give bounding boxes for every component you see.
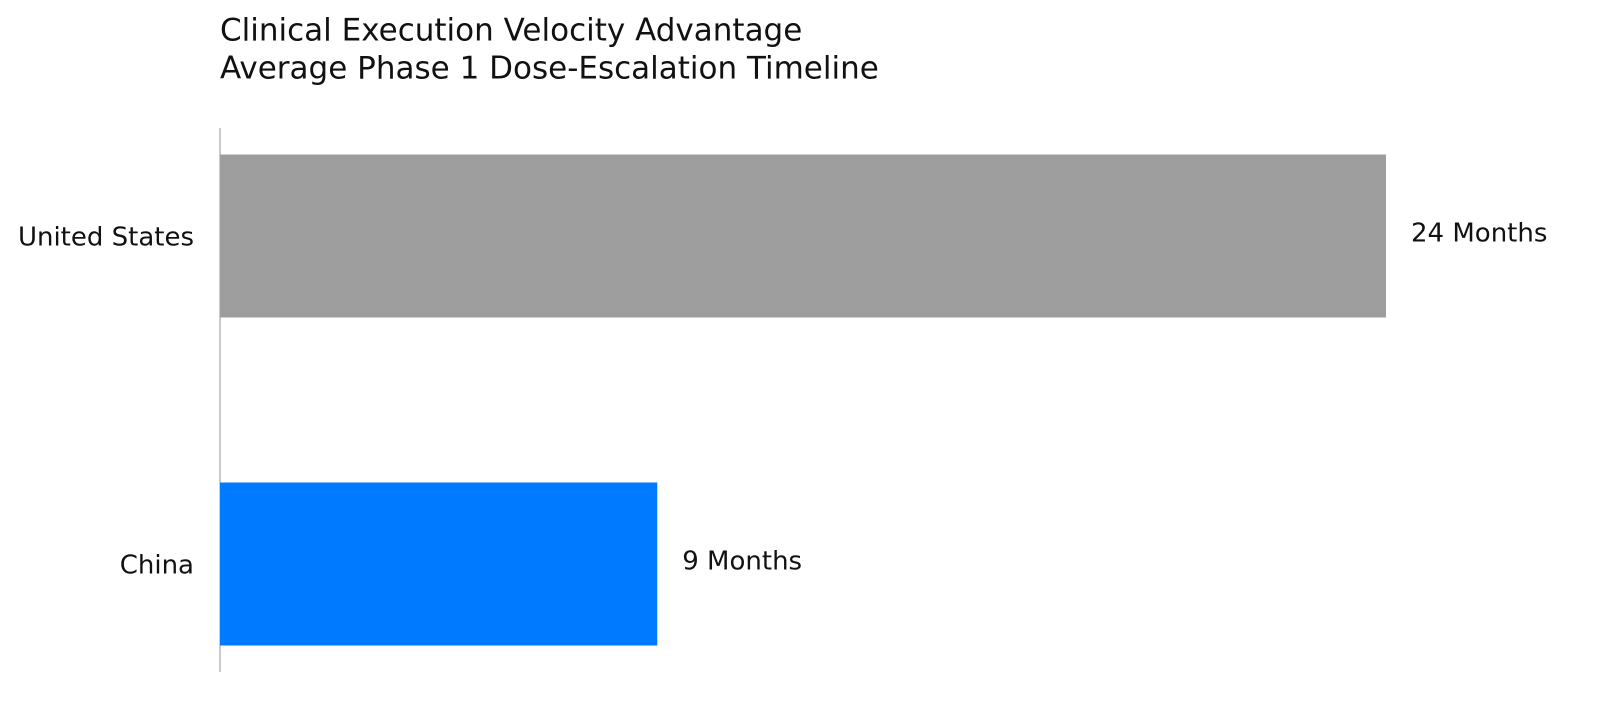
bar [220, 482, 658, 646]
y-tick-label: United States [18, 223, 194, 253]
chart-subtitle: Average Phase 1 Dose-Escalation Timeline [220, 51, 879, 87]
bar [220, 154, 1386, 318]
value-label: 9 Months [682, 547, 802, 577]
y-tick-label: China [120, 551, 194, 581]
chart-title: Clinical Execution Velocity Advantage [220, 13, 802, 49]
value-label: 24 Months [1411, 219, 1547, 249]
